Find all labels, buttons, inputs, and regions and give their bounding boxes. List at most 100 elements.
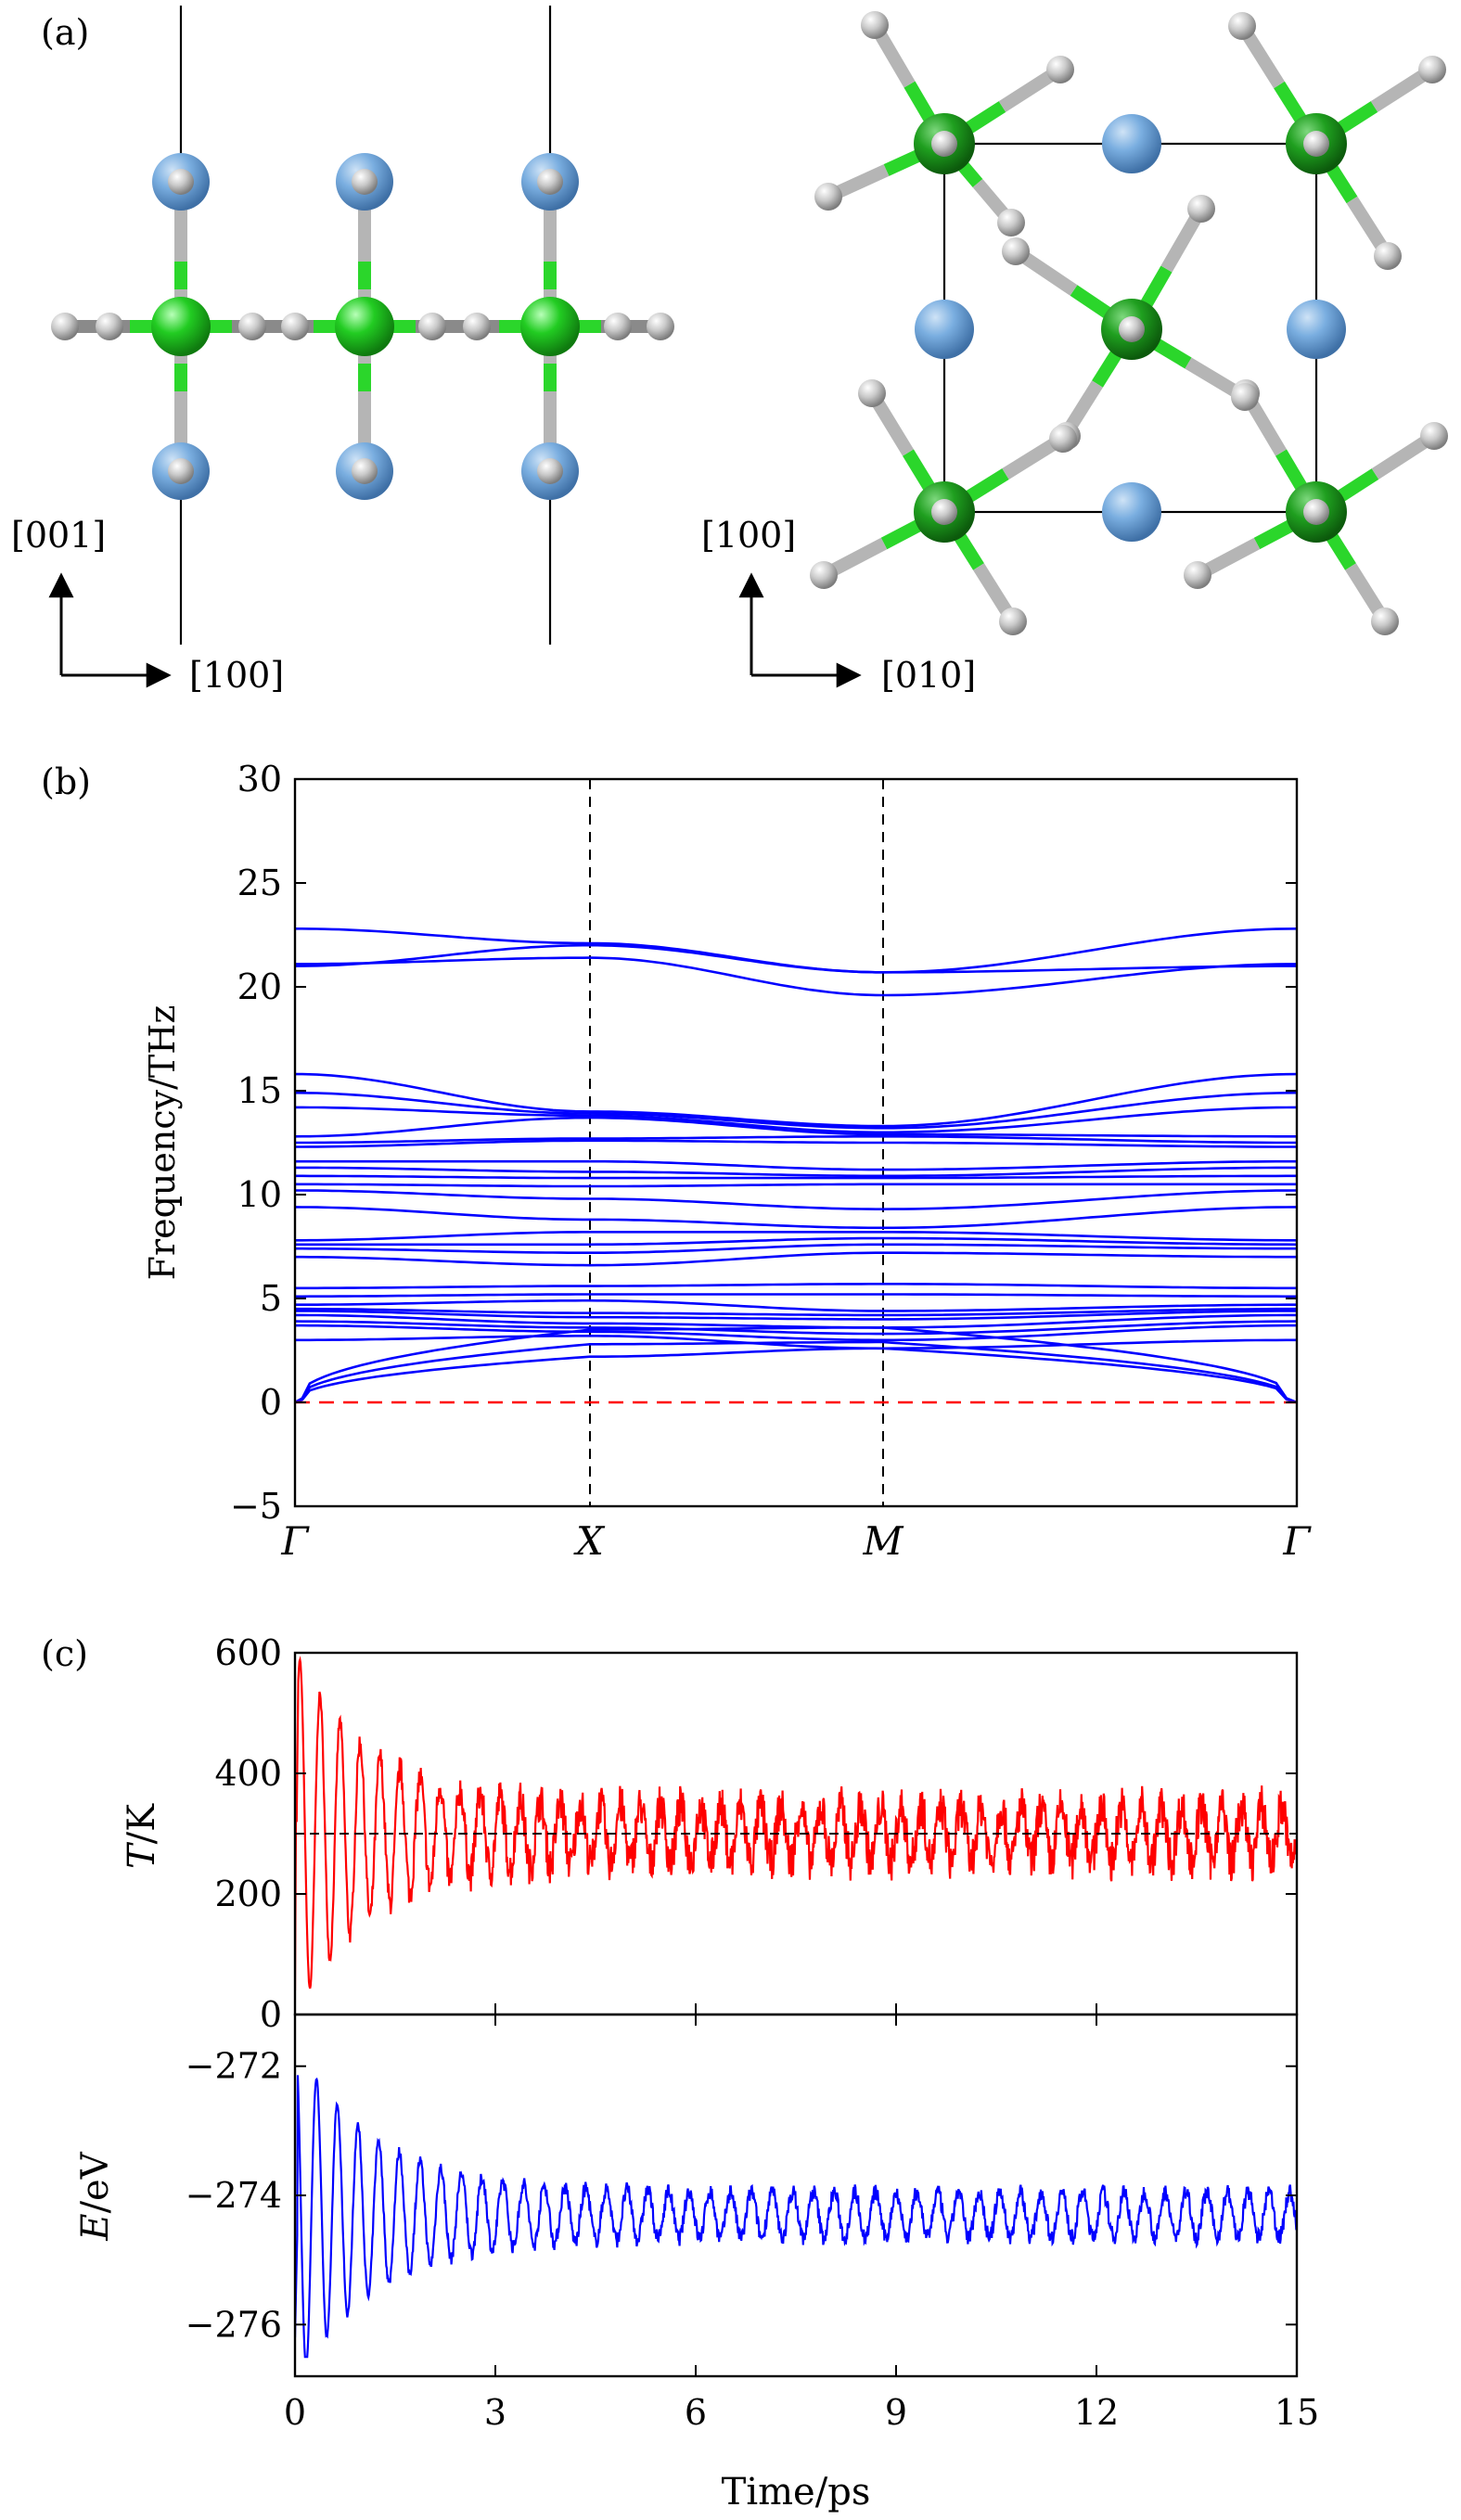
- phonon-band: [295, 1106, 1297, 1134]
- phonon-band: [295, 1166, 1297, 1178]
- white-atom: [814, 183, 842, 211]
- phonon-band: [295, 1206, 1297, 1230]
- white-atom: [168, 458, 194, 484]
- white-atom: [352, 458, 378, 484]
- phonon-band: [295, 1310, 1297, 1321]
- y-tick-label: −276: [186, 2304, 282, 2345]
- white-atom: [1049, 425, 1077, 453]
- x-axis-label-time: Time/ps: [722, 2471, 871, 2514]
- phonon-band: [295, 956, 1297, 997]
- white-atom: [1371, 608, 1399, 635]
- white-atom: [931, 499, 957, 525]
- phonon-band: [295, 1243, 1297, 1254]
- phonon-band: [295, 1231, 1297, 1242]
- temperature-trace: [295, 1656, 1297, 1991]
- phonon-band: [295, 1293, 1297, 1298]
- white-atom: [1303, 131, 1329, 157]
- svg-text:Frequency/THz: Frequency/THz: [142, 1005, 183, 1281]
- energy-trace-group: [295, 2075, 1297, 2359]
- y-tick-label: 0: [260, 1382, 282, 1423]
- svg-text:T/K: T/K: [121, 1803, 163, 1869]
- white-atom: [931, 131, 957, 157]
- panel-a-label: (a): [41, 12, 89, 53]
- white-atom: [238, 313, 266, 340]
- phonon-band: [295, 943, 1297, 974]
- y-tick-label: −274: [186, 2175, 282, 2216]
- panel-a: (a) [001] [100] [100] [010]: [11, 6, 1448, 696]
- axis-label-100: [100]: [189, 655, 284, 696]
- y-tick-label: 10: [237, 1174, 282, 1215]
- white-atom: [1231, 383, 1259, 411]
- x-tick-label: 6: [685, 2392, 707, 2433]
- white-atom: [96, 313, 123, 340]
- white-atom: [1374, 242, 1402, 270]
- y-axis-label-temperature: T/K: [121, 1803, 163, 1869]
- white-atom: [997, 209, 1025, 237]
- white-atom: [281, 313, 309, 340]
- phonon-band: [295, 1174, 1297, 1180]
- y-axis-label-energy: E/eV: [74, 2151, 117, 2241]
- axis-label-001: [001]: [11, 515, 106, 556]
- phonon-band: [295, 1116, 1297, 1138]
- panel-c: (c) 0 200 400 600 −272 −274 −276 0 3 6 9 12 15 T/K E…: [41, 1632, 1319, 2514]
- panel-c-label: (c): [41, 1633, 88, 1674]
- y-tick-label: 400: [214, 1753, 282, 1794]
- phonon-band: [295, 1324, 1297, 1342]
- phonon-band: [295, 1159, 1297, 1171]
- blue-atom: [915, 300, 974, 359]
- white-atom: [1420, 422, 1448, 450]
- structure-top-view: [810, 11, 1448, 635]
- x-tick-label: 0: [284, 2392, 306, 2433]
- white-atom: [352, 169, 378, 195]
- phonon-band: [295, 1189, 1297, 1210]
- phonon-band: [295, 1135, 1297, 1145]
- x-tick-label: 12: [1074, 2392, 1119, 2433]
- green-atom: [335, 297, 394, 356]
- axes-indicator-right: [100] [010]: [701, 515, 976, 696]
- bands: [295, 927, 1297, 1404]
- axis-label-100-right: [100]: [701, 515, 796, 556]
- white-atom: [1187, 195, 1215, 223]
- blue-atom: [1102, 114, 1161, 173]
- white-atom: [1228, 12, 1256, 40]
- phonon-band: [295, 1283, 1297, 1290]
- blue-atom: [1102, 482, 1161, 542]
- y-tick-label: 5: [260, 1278, 282, 1319]
- white-atom: [999, 608, 1027, 635]
- phonon-band: [295, 1347, 1297, 1404]
- phonon-band: [295, 1307, 1297, 1317]
- phonon-band: [295, 1326, 1297, 1404]
- energy-trace: [295, 2075, 1297, 2359]
- plot-frame: [293, 777, 1299, 1508]
- phonon-band: [295, 1251, 1297, 1267]
- white-atom: [647, 313, 674, 340]
- structure-side-view: [51, 6, 674, 645]
- phonon-band: [295, 1091, 1297, 1130]
- phonon-band: [295, 1298, 1297, 1312]
- x-tick-label: 3: [484, 2392, 506, 2433]
- x-tick-label: 9: [885, 2392, 907, 2433]
- white-atom: [1046, 56, 1074, 83]
- white-atom: [861, 11, 889, 39]
- phonon-band: [295, 1236, 1297, 1247]
- y-axis-label-frequency: Frequency/THz: [142, 1005, 183, 1281]
- phonon-band-plot: −5 0 5 10 15 20 25 30 Γ X M Γ: [230, 759, 1312, 1564]
- y-tick-label: 0: [260, 1994, 282, 2035]
- green-atom: [520, 297, 580, 356]
- white-atom: [1184, 561, 1211, 589]
- phonon-band: [295, 1340, 1297, 1404]
- panel-b-label: (b): [41, 761, 91, 802]
- kpoint-label: Γ: [1282, 1518, 1312, 1564]
- y-tick-label: 25: [237, 863, 282, 903]
- y-tick-label: 15: [237, 1070, 282, 1111]
- y-tick-label: −272: [186, 2046, 282, 2087]
- kpoint-label: X: [573, 1518, 606, 1564]
- y-tick-label: 30: [237, 759, 282, 799]
- white-atom: [1119, 316, 1145, 342]
- phonon-band: [295, 1072, 1297, 1128]
- white-atom: [810, 561, 838, 589]
- panel-b: (b) −5 0 5 10 15 20 25 30 Γ X M Γ Frequency/THz: [41, 759, 1312, 1564]
- white-atom: [418, 313, 446, 340]
- white-atom: [1002, 237, 1030, 265]
